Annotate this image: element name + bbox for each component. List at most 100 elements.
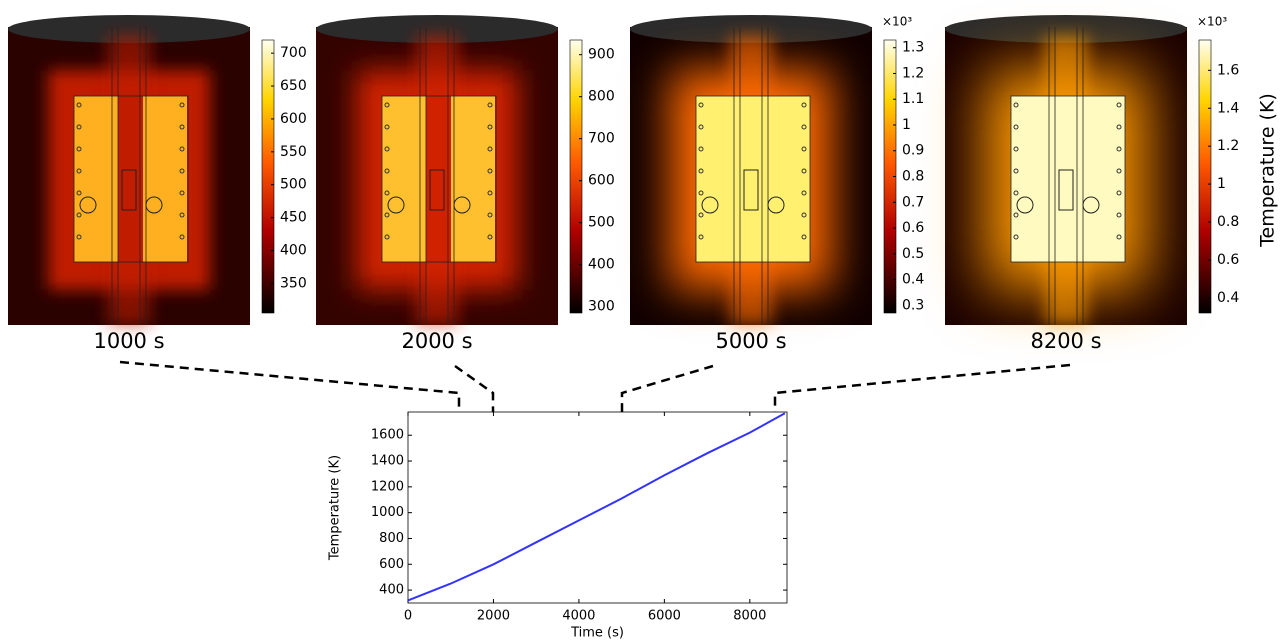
- colorbar-multiplier: ×10³: [1197, 15, 1227, 29]
- bolt: [76, 146, 82, 152]
- bolt: [384, 212, 390, 218]
- panel-cap: [945, 15, 1187, 43]
- bolt: [487, 212, 493, 218]
- heat-core: [74, 96, 118, 262]
- y-axis-label: Temperature (K): [328, 455, 343, 561]
- bolt: [698, 168, 704, 174]
- fixture: [429, 169, 445, 211]
- port: [701, 196, 719, 214]
- heat-core: [451, 96, 495, 262]
- colorbar-tick-label: 700: [588, 131, 615, 147]
- colorbar-tick-label: 900: [588, 47, 615, 63]
- panel-label: 5000 s: [715, 329, 786, 353]
- bolt: [1116, 168, 1122, 174]
- colorbar-tick-label: 400: [588, 257, 615, 273]
- panel-cap: [630, 15, 872, 43]
- heatmap-panel: [8, 15, 250, 325]
- bolt: [698, 234, 704, 240]
- x-axis-label: Time (s): [570, 626, 624, 641]
- x-tick-label: 6000: [648, 609, 681, 624]
- colorbar-tick-label: 0.4: [1217, 290, 1239, 306]
- port: [79, 196, 97, 214]
- colorbar-tick-label: 0.3: [902, 297, 924, 313]
- bolt: [487, 168, 493, 174]
- bolt: [76, 212, 82, 218]
- colorbar-tick-label: 1.2: [902, 65, 924, 81]
- bolt: [76, 190, 82, 196]
- colorbar-tick-label: 550: [280, 144, 307, 160]
- port: [1016, 196, 1034, 214]
- bolt: [801, 234, 807, 240]
- connector: [620, 364, 714, 497]
- bolt: [384, 190, 390, 196]
- bolt: [179, 212, 185, 218]
- bolt: [1013, 102, 1019, 108]
- colorbar-tick-label: 0.7: [902, 194, 924, 210]
- bolt: [76, 102, 82, 108]
- colorbar-title: Temperature (K): [1257, 93, 1279, 248]
- bolt: [801, 190, 807, 196]
- heatmap-panel: [316, 15, 558, 325]
- x-tick-label: 0: [404, 609, 412, 624]
- bolt: [801, 212, 807, 218]
- colorbar-tick-label: 500: [588, 215, 615, 231]
- connector: [773, 363, 1071, 413]
- bolt: [698, 124, 704, 130]
- heat-core: [696, 96, 810, 262]
- bolt: [384, 168, 390, 174]
- bolt: [76, 168, 82, 174]
- colorbar-tick-label: 1.3: [902, 40, 924, 56]
- bolt: [179, 102, 185, 108]
- colorbar: [261, 39, 275, 314]
- bolt: [179, 124, 185, 130]
- bolt: [801, 146, 807, 152]
- colorbar-tick-label: 1.6: [1217, 62, 1239, 78]
- colorbar-tick-label: 1.4: [1217, 100, 1239, 116]
- y-tick-label: 1400: [371, 454, 404, 469]
- bolt: [1013, 234, 1019, 240]
- colorbar-tick-label: 500: [280, 177, 307, 193]
- port: [387, 196, 405, 214]
- y-tick-label: 800: [379, 531, 404, 546]
- outline: [73, 95, 189, 263]
- y-tick-label: 1600: [371, 428, 404, 443]
- y-tick-label: 400: [379, 583, 404, 598]
- connector: [454, 364, 495, 562]
- panel-cap: [8, 15, 250, 43]
- bolt: [487, 234, 493, 240]
- colorbar-tick-label: 0.8: [902, 169, 924, 185]
- port: [145, 196, 163, 214]
- bolt: [384, 146, 390, 152]
- colorbar-multiplier: ×10³: [882, 15, 912, 29]
- colorbar-tick-label: 1: [1217, 176, 1226, 192]
- bolt: [801, 124, 807, 130]
- heat-core: [382, 96, 426, 262]
- heat-core: [143, 96, 187, 262]
- colorbar-tick-label: 0.4: [902, 272, 924, 288]
- y-tick-label: 1000: [371, 505, 404, 520]
- colorbar-tick-label: 300: [588, 299, 615, 315]
- outline: [381, 95, 497, 263]
- heat-core: [1011, 96, 1125, 262]
- panel-cap: [316, 15, 558, 43]
- bolt: [179, 146, 185, 152]
- colorbar-tick-label: 0.6: [1217, 252, 1239, 268]
- bolt: [384, 102, 390, 108]
- colorbar-tick-label: 0.9: [902, 143, 924, 159]
- panel-label: 1000 s: [93, 329, 164, 353]
- colorbar-tick-label: 350: [280, 275, 307, 291]
- bolt: [179, 168, 185, 174]
- colorbar-tick-label: 1.1: [902, 91, 924, 107]
- bolt: [1013, 146, 1019, 152]
- bolt: [1013, 212, 1019, 218]
- data-line: [407, 412, 786, 602]
- port: [1082, 196, 1100, 214]
- colorbar-tick-label: 800: [588, 89, 615, 105]
- x-tick-label: 8000: [733, 609, 766, 624]
- bolt: [487, 124, 493, 130]
- heatmap-panel: [630, 15, 872, 325]
- outline: [1010, 95, 1126, 263]
- fixture: [121, 169, 137, 211]
- bolt: [384, 124, 390, 130]
- y-tick-label: 1200: [371, 479, 404, 494]
